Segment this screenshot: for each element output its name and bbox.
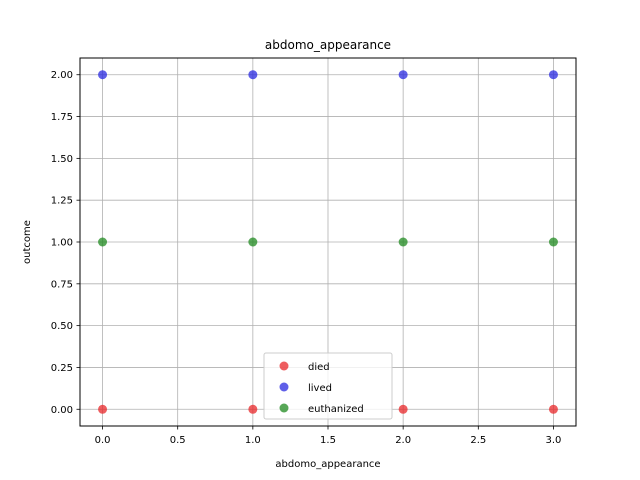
x-tick-label: 2.5: [470, 435, 486, 446]
lived-point: [398, 70, 408, 80]
died-point: [398, 404, 408, 414]
died-point: [548, 404, 558, 414]
axis-ticks: 0.0 0.5 1.0 1.5 2.0 2.5 3.0 0.00 0.25 0.50 0.75 1.0…: [51, 70, 562, 446]
legend-label-euthanized: euthanized: [308, 404, 364, 415]
died-point: [98, 404, 108, 414]
x-tick-label: 0.0: [95, 435, 111, 446]
legend: died lived euthanized: [263, 352, 393, 420]
legend-marker-lived: [279, 382, 289, 392]
y-tick-label: 1.25: [51, 196, 73, 207]
y-tick-label: 0.50: [51, 321, 73, 332]
y-tick-label: 0.75: [51, 279, 73, 290]
x-axis-label: abdomo_appearance: [275, 459, 380, 470]
y-axis-label: outcome: [22, 220, 33, 264]
x-tick-label: 1.0: [245, 435, 261, 446]
x-tick-label: 1.5: [320, 435, 336, 446]
legend-box: [263, 352, 393, 420]
chart-title: abdomo_appearance: [265, 38, 391, 52]
legend-label-lived: lived: [308, 383, 332, 394]
x-tick-label: 2.0: [395, 435, 411, 446]
legend-marker-euthanized: [279, 403, 289, 413]
died-point: [248, 404, 258, 414]
data-points: [98, 70, 558, 414]
y-tick-label: 0.00: [51, 405, 73, 416]
lived-point: [98, 70, 108, 80]
legend-marker-died: [279, 361, 289, 371]
lived-point: [248, 70, 258, 80]
euthanized-point: [398, 237, 408, 247]
euthanized-point: [248, 237, 258, 247]
y-tick-label: 2.00: [51, 70, 73, 81]
legend-label-died: died: [308, 362, 330, 373]
lived-point: [548, 70, 558, 80]
y-tick-label: 1.00: [51, 238, 73, 249]
y-tick-label: 1.50: [51, 154, 73, 165]
euthanized-point: [98, 237, 108, 247]
x-tick-label: 3.0: [546, 435, 562, 446]
x-tick-label: 0.5: [170, 435, 186, 446]
y-tick-label: 0.25: [51, 363, 73, 374]
euthanized-point: [548, 237, 558, 247]
y-tick-label: 1.75: [51, 112, 73, 123]
